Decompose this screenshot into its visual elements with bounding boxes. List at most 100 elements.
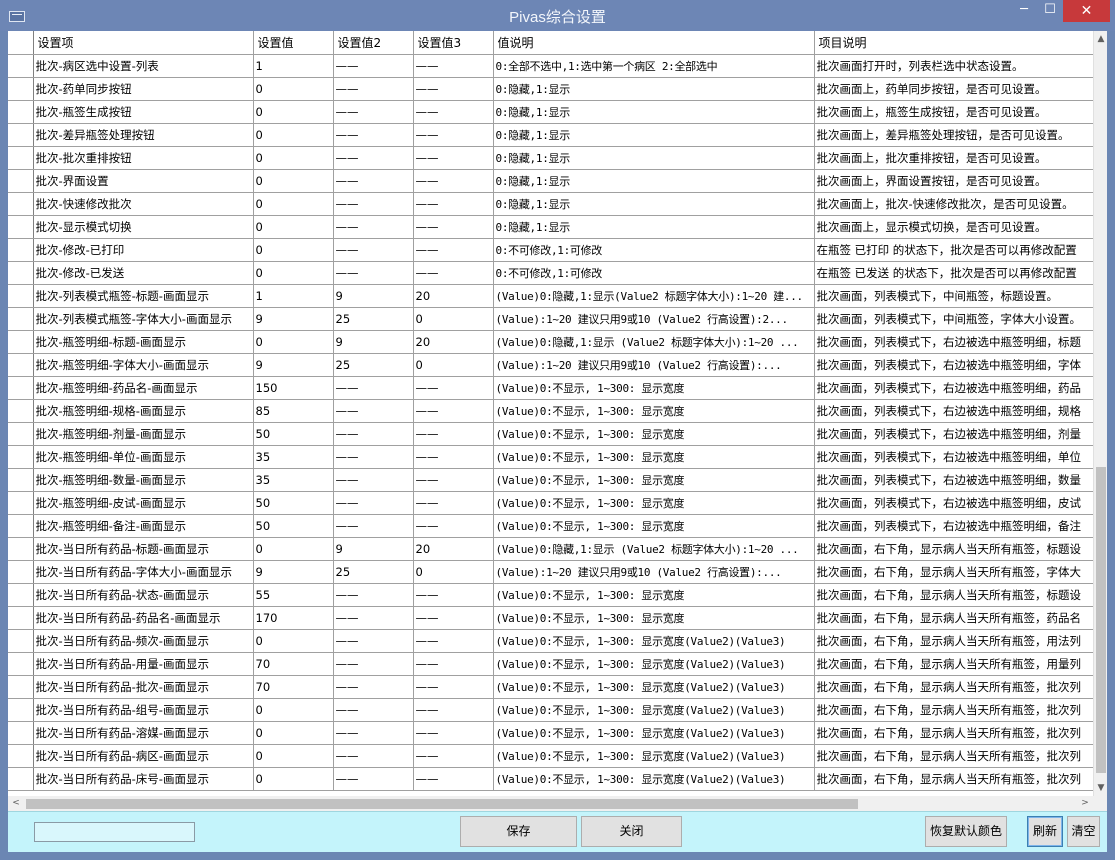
setting-value2-cell[interactable]: —— xyxy=(333,583,414,607)
row-header[interactable] xyxy=(8,353,34,377)
table-row[interactable]: 批次-瓶签明细-皮试-画面显示 50 —— —— (Value)0:不显示, 1~300… xyxy=(8,491,1107,515)
setting-value3-cell[interactable]: 0 xyxy=(413,353,494,377)
setting-value-cell[interactable]: 50 xyxy=(253,514,334,538)
setting-value-cell[interactable]: 0 xyxy=(253,629,334,653)
table-row[interactable]: 批次-瓶签明细-备注-画面显示 50 —— —— (Value)0:不显示, 1~300… xyxy=(8,514,1107,538)
setting-value-cell[interactable]: 85 xyxy=(253,399,334,423)
row-header[interactable] xyxy=(8,560,34,584)
setting-value-cell[interactable]: 1 xyxy=(253,284,334,308)
setting-value-cell[interactable]: 50 xyxy=(253,422,334,446)
setting-value2-cell[interactable]: —— xyxy=(333,721,414,745)
setting-value-cell[interactable]: 170 xyxy=(253,606,334,630)
row-header[interactable] xyxy=(8,146,34,170)
setting-value2-cell[interactable]: —— xyxy=(333,422,414,446)
row-header[interactable] xyxy=(8,238,34,262)
table-row[interactable]: 批次-瓶签明细-单位-画面显示 35 —— —— (Value)0:不显示, 1~300… xyxy=(8,445,1107,469)
setting-value3-cell[interactable]: —— xyxy=(413,422,494,446)
settings-grid[interactable]: 设置项 设置值 设置值2 设置值3 值说明 项目说明 批次-病区选中设置-列表 1… xyxy=(8,31,1107,811)
setting-value2-cell[interactable]: —— xyxy=(333,169,414,193)
setting-value-cell[interactable]: 9 xyxy=(253,560,334,584)
setting-value3-cell[interactable]: —— xyxy=(413,491,494,515)
setting-value3-cell[interactable]: —— xyxy=(413,100,494,124)
setting-value3-cell[interactable]: —— xyxy=(413,77,494,101)
setting-value2-cell[interactable]: —— xyxy=(333,77,414,101)
setting-value3-cell[interactable]: —— xyxy=(413,583,494,607)
setting-value3-cell[interactable]: 20 xyxy=(413,330,494,354)
setting-value-cell[interactable]: 70 xyxy=(253,652,334,676)
setting-value-cell[interactable]: 70 xyxy=(253,675,334,699)
setting-value2-cell[interactable]: —— xyxy=(333,675,414,699)
setting-value3-cell[interactable]: —— xyxy=(413,698,494,722)
setting-value3-cell[interactable]: —— xyxy=(413,54,494,78)
setting-value3-cell[interactable]: —— xyxy=(413,215,494,239)
setting-value3-cell[interactable]: —— xyxy=(413,238,494,262)
row-header[interactable] xyxy=(8,399,34,423)
restore-default-color-button[interactable]: 恢复默认颜色 xyxy=(925,816,1007,847)
setting-value2-cell[interactable]: —— xyxy=(333,238,414,262)
row-header[interactable] xyxy=(8,215,34,239)
table-row[interactable]: 批次-快速修改批次 0 —— —— 0:隐藏,1:显示 批次画面上，批次-快速修改批次，是… xyxy=(8,192,1107,216)
vertical-scroll-thumb[interactable] xyxy=(1096,467,1106,773)
setting-value-cell[interactable]: 0 xyxy=(253,767,334,791)
setting-value2-cell[interactable]: —— xyxy=(333,261,414,285)
setting-value-cell[interactable]: 9 xyxy=(253,307,334,331)
setting-value2-cell[interactable]: 25 xyxy=(333,560,414,584)
setting-value3-cell[interactable]: —— xyxy=(413,514,494,538)
table-row[interactable]: 批次-瓶签明细-规格-画面显示 85 —— —— (Value)0:不显示, 1~300… xyxy=(8,399,1107,423)
row-header[interactable] xyxy=(8,330,34,354)
setting-value3-cell[interactable]: —— xyxy=(413,629,494,653)
row-header[interactable] xyxy=(8,583,34,607)
row-header[interactable] xyxy=(8,261,34,285)
setting-value-cell[interactable]: 55 xyxy=(253,583,334,607)
table-row[interactable]: 批次-瓶签明细-字体大小-画面显示 9 25 0 (Value):1~20 建议只用9或… xyxy=(8,353,1107,377)
setting-value3-cell[interactable]: —— xyxy=(413,606,494,630)
setting-value-cell[interactable]: 0 xyxy=(253,721,334,745)
setting-value3-cell[interactable]: —— xyxy=(413,261,494,285)
setting-value3-cell[interactable]: —— xyxy=(413,652,494,676)
row-header[interactable] xyxy=(8,675,34,699)
close-window-button[interactable]: ✕ xyxy=(1063,0,1110,22)
setting-value3-cell[interactable]: —— xyxy=(413,468,494,492)
row-header[interactable] xyxy=(8,744,34,768)
table-row[interactable]: 批次-显示模式切换 0 —— —— 0:隐藏,1:显示 批次画面上，显示模式切换，是否可见… xyxy=(8,215,1107,239)
setting-value3-cell[interactable]: —— xyxy=(413,721,494,745)
setting-value2-cell[interactable]: —— xyxy=(333,445,414,469)
table-row[interactable]: 批次-瓶签生成按钮 0 —— —— 0:隐藏,1:显示 批次画面上，瓶签生成按钮，是否可见… xyxy=(8,100,1107,124)
table-row[interactable]: 批次-修改-已发送 0 —— —— 0:不可修改,1:可修改 在瓶签 已发送 的状态下，批… xyxy=(8,261,1107,285)
column-header[interactable]: 项目说明 xyxy=(814,31,1107,55)
setting-value-cell[interactable]: 9 xyxy=(253,353,334,377)
clear-button[interactable]: 清空 xyxy=(1067,816,1100,847)
setting-value2-cell[interactable]: —— xyxy=(333,606,414,630)
setting-value2-cell[interactable]: —— xyxy=(333,376,414,400)
setting-value2-cell[interactable]: 9 xyxy=(333,330,414,354)
table-row[interactable]: 批次-当日所有药品-药品名-画面显示 170 —— —— (Value)0:不显示, 1… xyxy=(8,606,1107,630)
setting-value3-cell[interactable]: —— xyxy=(413,744,494,768)
setting-value2-cell[interactable]: —— xyxy=(333,100,414,124)
setting-value2-cell[interactable]: —— xyxy=(333,146,414,170)
setting-value-cell[interactable]: 0 xyxy=(253,192,334,216)
row-header[interactable] xyxy=(8,284,34,308)
setting-value2-cell[interactable]: —— xyxy=(333,744,414,768)
row-header[interactable] xyxy=(8,376,34,400)
close-button[interactable]: 关闭 xyxy=(581,816,682,847)
column-header[interactable]: 设置项 xyxy=(33,31,254,55)
column-header[interactable]: 设置值 xyxy=(253,31,334,55)
table-row[interactable]: 批次-病区选中设置-列表 1 —— —— 0:全部不选中,1:选中第一个病区 2:全部选… xyxy=(8,54,1107,78)
table-row[interactable]: 批次-当日所有药品-床号-画面显示 0 —— —— (Value)0:不显示, 1~30… xyxy=(8,767,1107,791)
table-row[interactable]: 批次-批次重排按钮 0 —— —— 0:隐藏,1:显示 批次画面上，批次重排按钮，是否可见… xyxy=(8,146,1107,170)
table-row[interactable]: 批次-列表模式瓶签-标题-画面显示 1 9 20 (Value)0:隐藏,1:显示(Va… xyxy=(8,284,1107,308)
setting-value-cell[interactable]: 0 xyxy=(253,261,334,285)
table-row[interactable]: 批次-当日所有药品-字体大小-画面显示 9 25 0 (Value):1~20 建议只用… xyxy=(8,560,1107,584)
row-header[interactable] xyxy=(8,100,34,124)
setting-value-cell[interactable]: 0 xyxy=(253,100,334,124)
row-header[interactable] xyxy=(8,169,34,193)
setting-value2-cell[interactable]: —— xyxy=(333,698,414,722)
setting-value3-cell[interactable]: —— xyxy=(413,445,494,469)
maximize-button[interactable]: ☐ xyxy=(1044,2,1056,17)
setting-value2-cell[interactable]: —— xyxy=(333,123,414,147)
setting-value2-cell[interactable]: —— xyxy=(333,652,414,676)
vertical-scrollbar[interactable]: ▲ ▼ xyxy=(1093,31,1107,796)
table-row[interactable]: 批次-差异瓶签处理按钮 0 —— —— 0:隐藏,1:显示 批次画面上，差异瓶签处理按钮，… xyxy=(8,123,1107,147)
row-header[interactable] xyxy=(8,422,34,446)
table-row[interactable]: 批次-瓶签明细-剂量-画面显示 50 —— —— (Value)0:不显示, 1~300… xyxy=(8,422,1107,446)
